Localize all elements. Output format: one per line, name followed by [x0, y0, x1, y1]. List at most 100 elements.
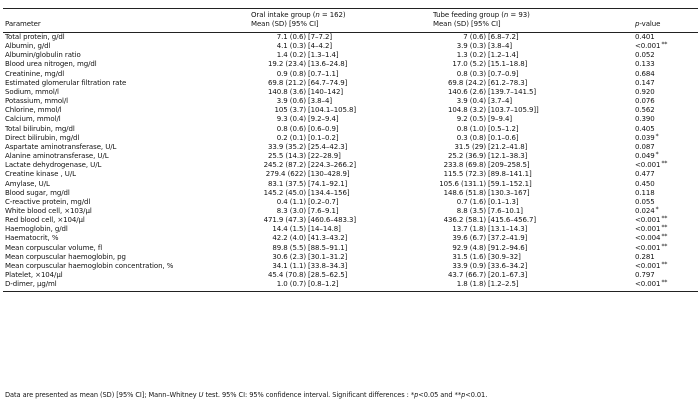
row-parameter: Albumin, g/dl — [5, 42, 51, 51]
oral-ci: [3.8–4] — [308, 97, 332, 106]
tube-value: 148.6 (51.8) [130.3–167] — [433, 189, 620, 198]
p-number: 0.797 — [635, 271, 655, 280]
oral-ci: [0.8–1.2] — [308, 280, 339, 289]
table-row: Mean corpuscular haemoglobin, pg 30.6 (2.… — [3, 253, 698, 262]
table-row: Direct bilirubin, mg/dl 0.2 (0.1) [0.1–0.2… — [3, 133, 698, 143]
tube-ci: [12.1–38.3] — [488, 152, 528, 161]
tube-ci: [30.9–32] — [488, 252, 521, 261]
significance-mark: ** — [661, 224, 668, 232]
oral-ci: [22–28.9] — [308, 152, 341, 161]
significance-mark: ** — [661, 41, 668, 49]
table-body: Total protein, g/dl 7.1 (0.6) [7–7.2] 7 (0.… — [3, 33, 698, 289]
p-value: 0.562 — [620, 106, 698, 115]
table-row: Mean corpuscular volume, fl 89.8 (5.5) [88… — [3, 243, 698, 253]
p-value: 0.133 — [620, 60, 698, 69]
tube-value: 104.8 (3.2) [103.7–105.9]] — [433, 106, 620, 115]
tube-ci: [15.1–18.8] — [488, 60, 528, 69]
tube-value: 31.5 (29) [21.2–41.8] — [433, 143, 620, 152]
tube-value: 39.6 (6.7) [37.2–41.9] — [433, 234, 620, 243]
oral-ci: [0.6–0.9] — [308, 124, 339, 133]
tube-mean: 92.9 (4.8) — [452, 243, 486, 252]
tube-ci: [1.2–1.4] — [488, 51, 519, 60]
tube-value: 233.8 (69.8) [209–258.5] — [433, 161, 620, 170]
p-number: 0.118 — [635, 188, 655, 197]
table-row: Haematocrit, % 42.2 (4.0) [41.3–43.2] 39.6 … — [3, 233, 698, 243]
oral-value: 140.8 (3.6) [140–142] — [251, 88, 433, 97]
oral-value: 33.9 (35.2) [25.4–42.3] — [251, 143, 433, 152]
tube-ci: [103.7–105.9]] — [488, 106, 539, 115]
oral-mean: 7.1 (0.6) — [276, 33, 306, 41]
p-number: <0.001 — [635, 261, 661, 270]
tube-mean: 8.8 (3.5) — [456, 206, 486, 215]
table-header-row: Parameter Oral intake group (n = 162) Tu… — [3, 11, 698, 28]
oral-ci: [14–14.8] — [308, 225, 341, 234]
tube-mean: 43.7 (66.7) — [448, 271, 486, 280]
p-number: 0.076 — [635, 97, 655, 106]
significance-mark: ** — [661, 233, 668, 241]
significance-mark: * — [655, 151, 659, 159]
table-row: Potassium, mmol/l 3.9 (0.6) [3.8–4] 3.9 (0.… — [3, 97, 698, 106]
header-pvalue: p-value — [635, 20, 661, 28]
oral-ci: [13.6–24.8] — [308, 60, 348, 69]
oral-value: 0.9 (0.8) [0.7–1.1] — [251, 70, 433, 79]
oral-value: 14.4 (1.5) [14–14.8] — [251, 225, 433, 234]
row-parameter: C-reactive protein, mg/dl — [5, 197, 91, 206]
tube-value: 7 (0.6) [6.8–7.2] — [433, 33, 620, 42]
row-parameter: Red blood cell, ×104/µl — [5, 216, 85, 225]
p-number: <0.001 — [635, 225, 661, 234]
row-parameter: Amylase, U/L — [5, 179, 50, 188]
oral-value: 0.4 (1.1) [0.2–0.7] — [251, 198, 433, 207]
p-value: 0.684 — [620, 70, 698, 79]
oral-mean: 89.8 (5.5) — [272, 243, 306, 252]
oral-ci: [224.3–266.2] — [308, 161, 357, 170]
oral-value: 4.1 (0.3) [4–4.2] — [251, 42, 433, 51]
oral-mean: 14.4 (1.5) — [272, 225, 306, 234]
table-row: White blood cell, ×103/µl 8.3 (3.0) [7.6–9… — [3, 206, 698, 216]
tube-mean: 39.6 (6.7) — [452, 234, 486, 243]
tube-value: 1.3 (0.2) [1.2–1.4] — [433, 51, 620, 60]
oral-mean: 0.9 (0.8) — [276, 69, 306, 78]
tube-mean: 1.3 (0.2) — [456, 51, 486, 60]
row-parameter: Aspartate aminotransferase, U/L — [5, 142, 117, 151]
oral-mean: 4.1 (0.3) — [276, 42, 306, 51]
table-row: Alanine aminotransferase, U/L 25.5 (14.3)… — [3, 151, 698, 161]
p-number: 0.477 — [635, 170, 655, 179]
tube-mean: 0.7 (1.6) — [456, 197, 486, 206]
header-oral-stat: Mean (SD) [95% CI] — [251, 20, 319, 28]
tube-ci: [6.8–7.2] — [488, 33, 519, 41]
p-number: <0.004 — [635, 234, 661, 243]
p-value: 0.118 — [620, 189, 698, 198]
significance-mark: ** — [661, 160, 668, 168]
p-number: 0.039 — [635, 133, 655, 142]
oral-ci: [88.5–91.1] — [308, 243, 348, 252]
row-parameter: Mean corpuscular volume, fl — [5, 243, 103, 252]
tube-mean: 0.3 (0.8) — [456, 133, 486, 142]
oral-mean: 0.4 (1.1) — [276, 197, 306, 206]
oral-mean: 471.9 (47.3) — [263, 216, 306, 225]
p-value: <0.001** — [620, 160, 698, 170]
tube-ci: [91.2–94.6] — [488, 243, 528, 252]
tube-ci: [9–9.4] — [488, 115, 512, 124]
oral-ci: [460.6–483.3] — [308, 216, 357, 225]
tube-mean: 69.8 (24.2) — [448, 78, 486, 87]
tube-value: 43.7 (66.7) [20.1–67.3] — [433, 271, 620, 280]
oral-ci: [104.1–105.8] — [308, 106, 357, 115]
oral-mean: 9.3 (0.4) — [276, 115, 306, 124]
table-row: C-reactive protein, mg/dl 0.4 (1.1) [0.2–0… — [3, 198, 698, 207]
oral-ci: [25.4–42.3] — [308, 142, 348, 151]
tube-value: 33.9 (0.9) [33.6–34.2] — [433, 262, 620, 271]
table-row: Aspartate aminotransferase, U/L 33.9 (35.… — [3, 143, 698, 152]
tube-value: 13.7 (1.8) [13.1–14.3] — [433, 225, 620, 234]
row-parameter: Haematocrit, % — [5, 234, 59, 243]
table-row: Lactate dehydrogenase, U/L 245.2 (87.2) [2… — [3, 160, 698, 170]
oral-value: 19.2 (23.4) [13.6–24.8] — [251, 60, 433, 69]
oral-value: 69.8 (21.2) [64.7–74.9] — [251, 79, 433, 88]
header-tube-stat: Mean (SD) [95% CI] — [433, 20, 501, 28]
oral-mean: 83.1 (37.5) — [268, 179, 306, 188]
tube-ci: [1.2–2.5] — [488, 280, 519, 289]
p-value: 0.450 — [620, 180, 698, 189]
oral-mean: 0.8 (0.6) — [276, 124, 306, 133]
oral-ci: [41.3–43.2] — [308, 234, 348, 243]
p-number: <0.001 — [635, 161, 661, 170]
row-parameter: Mean corpuscular haemoglobin concentrati… — [5, 261, 174, 270]
